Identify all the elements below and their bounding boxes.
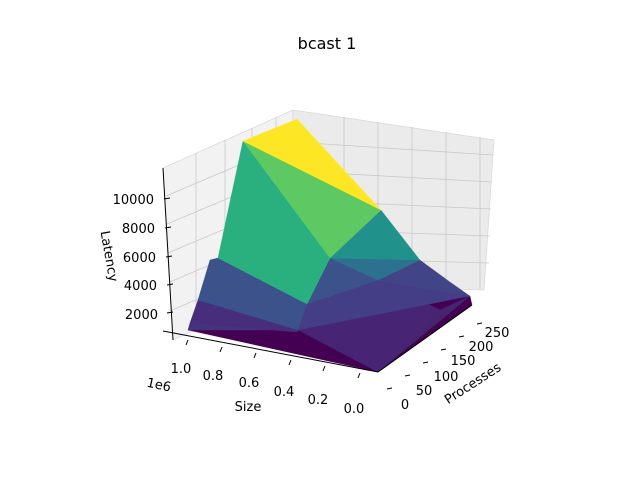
z-tick-label: 2000: [125, 308, 158, 323]
x-offset-label: 1e6: [145, 376, 172, 396]
y-tick-label: 50: [416, 384, 433, 399]
z-tick-label: 4000: [124, 279, 157, 294]
surface-patch: [242, 118, 382, 211]
z-tick-label: 6000: [123, 251, 156, 266]
y-tick-label: 0: [401, 398, 409, 413]
y-tick-label: 150: [451, 354, 476, 369]
x-tick-label: 1.0: [171, 362, 192, 377]
z-ticks: 2000 4000 6000 8000 10000: [113, 193, 158, 323]
y-ticks: 0 50 100 150 200 250: [401, 326, 510, 413]
x-tick-label: 0.2: [308, 393, 329, 408]
y-tick-label: 200: [469, 340, 494, 355]
z-tick-label: 8000: [122, 222, 155, 237]
y-tick-label: 250: [485, 326, 510, 341]
x-axis-line: [162, 330, 379, 373]
x-axis-label: Size: [235, 400, 262, 415]
z-tick-label: 10000: [113, 193, 154, 208]
z-axis-label: Latency: [97, 230, 121, 284]
x-ticks: 1.0 0.8 0.6 0.4 0.2 0.0: [171, 362, 365, 417]
x-tick-label: 0.8: [203, 369, 224, 384]
z-axis-line: [162, 167, 174, 341]
x-tick-label: 0.4: [274, 385, 295, 400]
chart-title: bcast 1: [298, 34, 357, 53]
tick-marks: [163, 197, 483, 390]
y-tick-label: 100: [434, 370, 459, 385]
x-tick-label: 0.0: [344, 402, 365, 417]
axes-lines: [162, 167, 473, 373]
x-tick-label: 0.6: [239, 376, 260, 391]
y-axis-line: [377, 304, 473, 373]
surface: [187, 118, 473, 373]
